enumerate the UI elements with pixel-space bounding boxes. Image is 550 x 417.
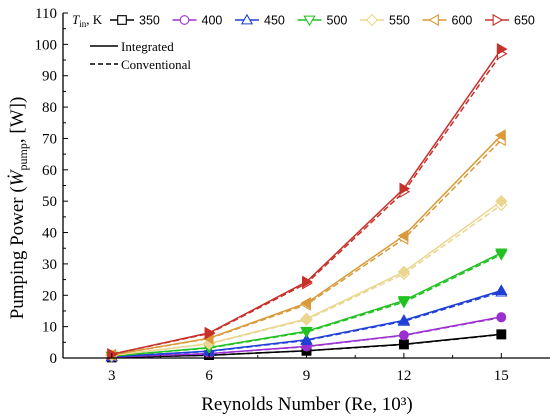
x-tick-label: 12 <box>396 368 411 384</box>
y-tick-label: 60 <box>42 163 57 179</box>
x-tick-label: 9 <box>303 368 311 384</box>
point-integrated-350 <box>496 329 507 340</box>
y-tick-label: 50 <box>42 194 57 210</box>
point-integrated-500 <box>300 326 313 338</box>
point-integrated-650 <box>204 326 216 340</box>
y-tick-label: 0 <box>50 351 58 367</box>
point-integrated-600 <box>300 297 311 310</box>
y-tick-label: 40 <box>42 226 57 242</box>
legend-item-400: 400 <box>172 14 223 28</box>
point-integrated-400 <box>399 330 409 340</box>
point-integrated-500 <box>397 296 411 307</box>
legend-marker <box>428 13 439 27</box>
point-integrated-450 <box>495 284 508 295</box>
point-integrated-550 <box>300 312 313 325</box>
legend-label: 450 <box>264 14 285 28</box>
legend-title: Tin, K <box>72 12 103 29</box>
x-tick-label: 15 <box>494 368 509 384</box>
legend-label: 550 <box>389 14 410 28</box>
y-tick-label: 70 <box>42 131 57 147</box>
y-tick-label: 30 <box>42 257 57 273</box>
y-axis-title: Pumping Power (Ẇpump, [W]) <box>6 97 30 320</box>
legend-label: 600 <box>452 14 473 28</box>
legend-marker <box>303 15 316 27</box>
y-tick-label: 20 <box>42 288 57 304</box>
x-axis-title: Reynolds Number (Re, 10³) <box>201 394 413 415</box>
point-integrated-550 <box>495 195 508 208</box>
point-integrated-500 <box>495 248 508 260</box>
point-integrated-400 <box>496 312 507 322</box>
point-integrated-450 <box>397 314 411 325</box>
legend-marker <box>365 13 379 27</box>
legend-line-styles: Integrated Conventional <box>90 39 191 72</box>
point-integrated-600 <box>397 229 409 242</box>
y-tick-label: 90 <box>42 69 57 85</box>
point-integrated-350 <box>399 339 409 350</box>
legend-marker <box>240 13 254 25</box>
point-integrated-650 <box>107 348 118 361</box>
series-550 <box>105 195 508 362</box>
axes: 0 10 20 30 40 50 60 70 80 90 100 110 3 6 9 12 15 <box>35 6 550 384</box>
y-tick-label: 10 <box>42 320 57 336</box>
legend-item-550: 550 <box>360 14 410 28</box>
legend-label: 500 <box>327 14 348 28</box>
legend-label: 400 <box>202 14 223 28</box>
point-integrated-600 <box>495 129 506 142</box>
legend-integrated-label: Integrated <box>121 39 174 54</box>
legend-marker <box>117 15 127 25</box>
y-tick-label: 100 <box>35 37 58 53</box>
point-integrated-550 <box>397 265 411 278</box>
series-650 <box>107 42 508 361</box>
y-tick-label: 110 <box>35 6 57 22</box>
legend-item-600: 600 <box>422 13 473 28</box>
legend-item-450: 450 <box>235 14 285 28</box>
point-integrated-650 <box>399 182 411 195</box>
legend-conventional-label: Conventional <box>121 57 191 72</box>
point-integrated-650 <box>496 42 508 56</box>
legend-marker <box>492 13 504 27</box>
legend-label: 650 <box>514 14 535 28</box>
legend-label: 350 <box>139 14 160 28</box>
point-integrated-650 <box>302 275 313 288</box>
legend-item-650: 650 <box>485 14 535 28</box>
series-layer <box>105 42 508 363</box>
legend-item-350: 350 <box>110 14 160 28</box>
legend-marker <box>179 15 190 25</box>
legend: Tin, K 350 400 450 500 550 600 650 Integrated Con… <box>72 12 535 72</box>
y-tick-label: 80 <box>42 100 57 116</box>
x-tick-label: 6 <box>205 368 213 384</box>
point-integrated-450 <box>300 333 313 345</box>
x-tick-label: 3 <box>108 368 116 384</box>
legend-item-500: 500 <box>297 14 348 28</box>
